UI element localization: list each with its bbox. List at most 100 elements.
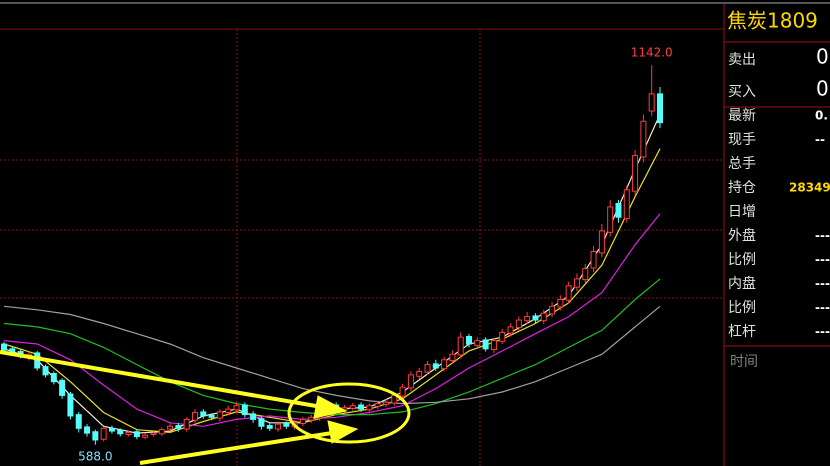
price-annotation: 1142.0 <box>631 46 673 60</box>
panel-label: 卖出 <box>728 52 756 68</box>
panel-value: 0 <box>816 45 829 69</box>
arrowhead <box>313 395 348 419</box>
candle-body <box>308 416 315 421</box>
candle-body <box>358 404 365 410</box>
candle-body <box>416 370 423 377</box>
candle-body <box>191 412 198 421</box>
candle-body <box>657 93 663 124</box>
panel-label: 外盘 <box>728 227 756 244</box>
candle-body <box>84 426 91 434</box>
panel-value: 28349 <box>789 181 830 195</box>
candle-body <box>366 405 373 411</box>
panel-label: 持仓 <box>728 180 756 196</box>
candle-body <box>524 316 531 322</box>
candle-body <box>92 431 99 441</box>
candle-body <box>382 401 389 405</box>
panel-value: ---- <box>815 325 830 339</box>
candle-body <box>424 364 431 373</box>
candle-body <box>565 285 572 301</box>
candle-body <box>200 411 207 417</box>
panel-value: -- <box>815 133 825 147</box>
candle-body <box>117 429 124 435</box>
candle-body <box>507 326 514 334</box>
candle-body <box>441 359 448 370</box>
candle-body <box>349 405 356 409</box>
candle-body <box>474 340 481 346</box>
panel-label: 比例 <box>728 300 756 316</box>
price-annotation: 588.0 <box>78 449 112 463</box>
candle-body <box>266 425 273 429</box>
candle-body <box>399 386 406 397</box>
moving-average-line <box>3 305 661 405</box>
candle-body <box>275 423 282 430</box>
candle-body <box>499 331 506 342</box>
candle-body <box>515 319 522 329</box>
candle-body <box>59 379 66 396</box>
candle-body <box>216 411 223 419</box>
panel-value: ---- <box>815 277 830 291</box>
panel-value: 0. <box>815 109 828 123</box>
candle-body <box>75 414 82 429</box>
candle-body <box>150 432 157 435</box>
plot <box>1 65 663 445</box>
time-label: 时间 <box>730 354 758 370</box>
candle-body <box>648 93 655 112</box>
candle-body <box>532 315 539 321</box>
panel-label: 杠杆 <box>728 324 756 340</box>
candle-body <box>100 427 107 440</box>
candle-body <box>590 251 597 269</box>
candle-body <box>573 278 580 288</box>
candle-body <box>540 312 547 322</box>
panel-value: ---- <box>815 301 830 315</box>
candle-body <box>125 431 132 435</box>
candle-body <box>133 431 140 438</box>
candle-body <box>241 404 248 416</box>
candle-body <box>482 339 489 350</box>
arrow <box>139 431 333 465</box>
candle-body <box>582 268 589 281</box>
candle-body <box>167 425 174 430</box>
candle-body <box>607 206 614 233</box>
candle-body <box>283 423 290 427</box>
candle-body <box>457 336 464 356</box>
panel-value: 0 <box>816 77 829 101</box>
moving-average-line <box>3 278 661 416</box>
panel-label: 现手 <box>728 132 756 148</box>
candle-body <box>466 335 473 345</box>
panel-label: 最新 <box>728 108 756 124</box>
candle-body <box>632 155 639 192</box>
candle-body <box>42 366 49 376</box>
candle-body <box>407 374 414 389</box>
candle-body <box>175 425 182 429</box>
candle-body <box>250 413 257 420</box>
candle-body <box>432 363 439 369</box>
arrowhead <box>327 420 359 444</box>
candle-body <box>233 405 240 411</box>
moving-average-line <box>3 148 661 434</box>
candle-body <box>598 230 605 254</box>
candle-body <box>225 408 232 414</box>
highlight-ellipse <box>287 382 411 444</box>
panel-value: ---- <box>815 229 830 243</box>
candle-body <box>142 434 149 438</box>
candle-body <box>449 353 456 361</box>
candle-body <box>50 372 57 383</box>
candle-body <box>183 418 190 430</box>
panel-label: 比例 <box>728 252 756 268</box>
candle-body <box>1 343 7 351</box>
panel-label: 总手 <box>728 156 756 172</box>
candle-body <box>640 120 647 158</box>
panel-label: 日增 <box>728 204 756 220</box>
candle-body <box>299 418 306 425</box>
candle-body <box>549 305 556 315</box>
arrow <box>0 350 323 409</box>
candle-body <box>258 418 265 427</box>
panel-title: 焦炭1809 <box>727 9 818 33</box>
panel-label: 内盘 <box>728 275 756 292</box>
candle-body <box>557 298 564 308</box>
candle-body <box>615 203 622 218</box>
candle-body <box>67 393 74 417</box>
moving-average-line <box>3 213 661 427</box>
panel-label: 买入 <box>728 84 756 100</box>
candle-body <box>208 414 215 418</box>
